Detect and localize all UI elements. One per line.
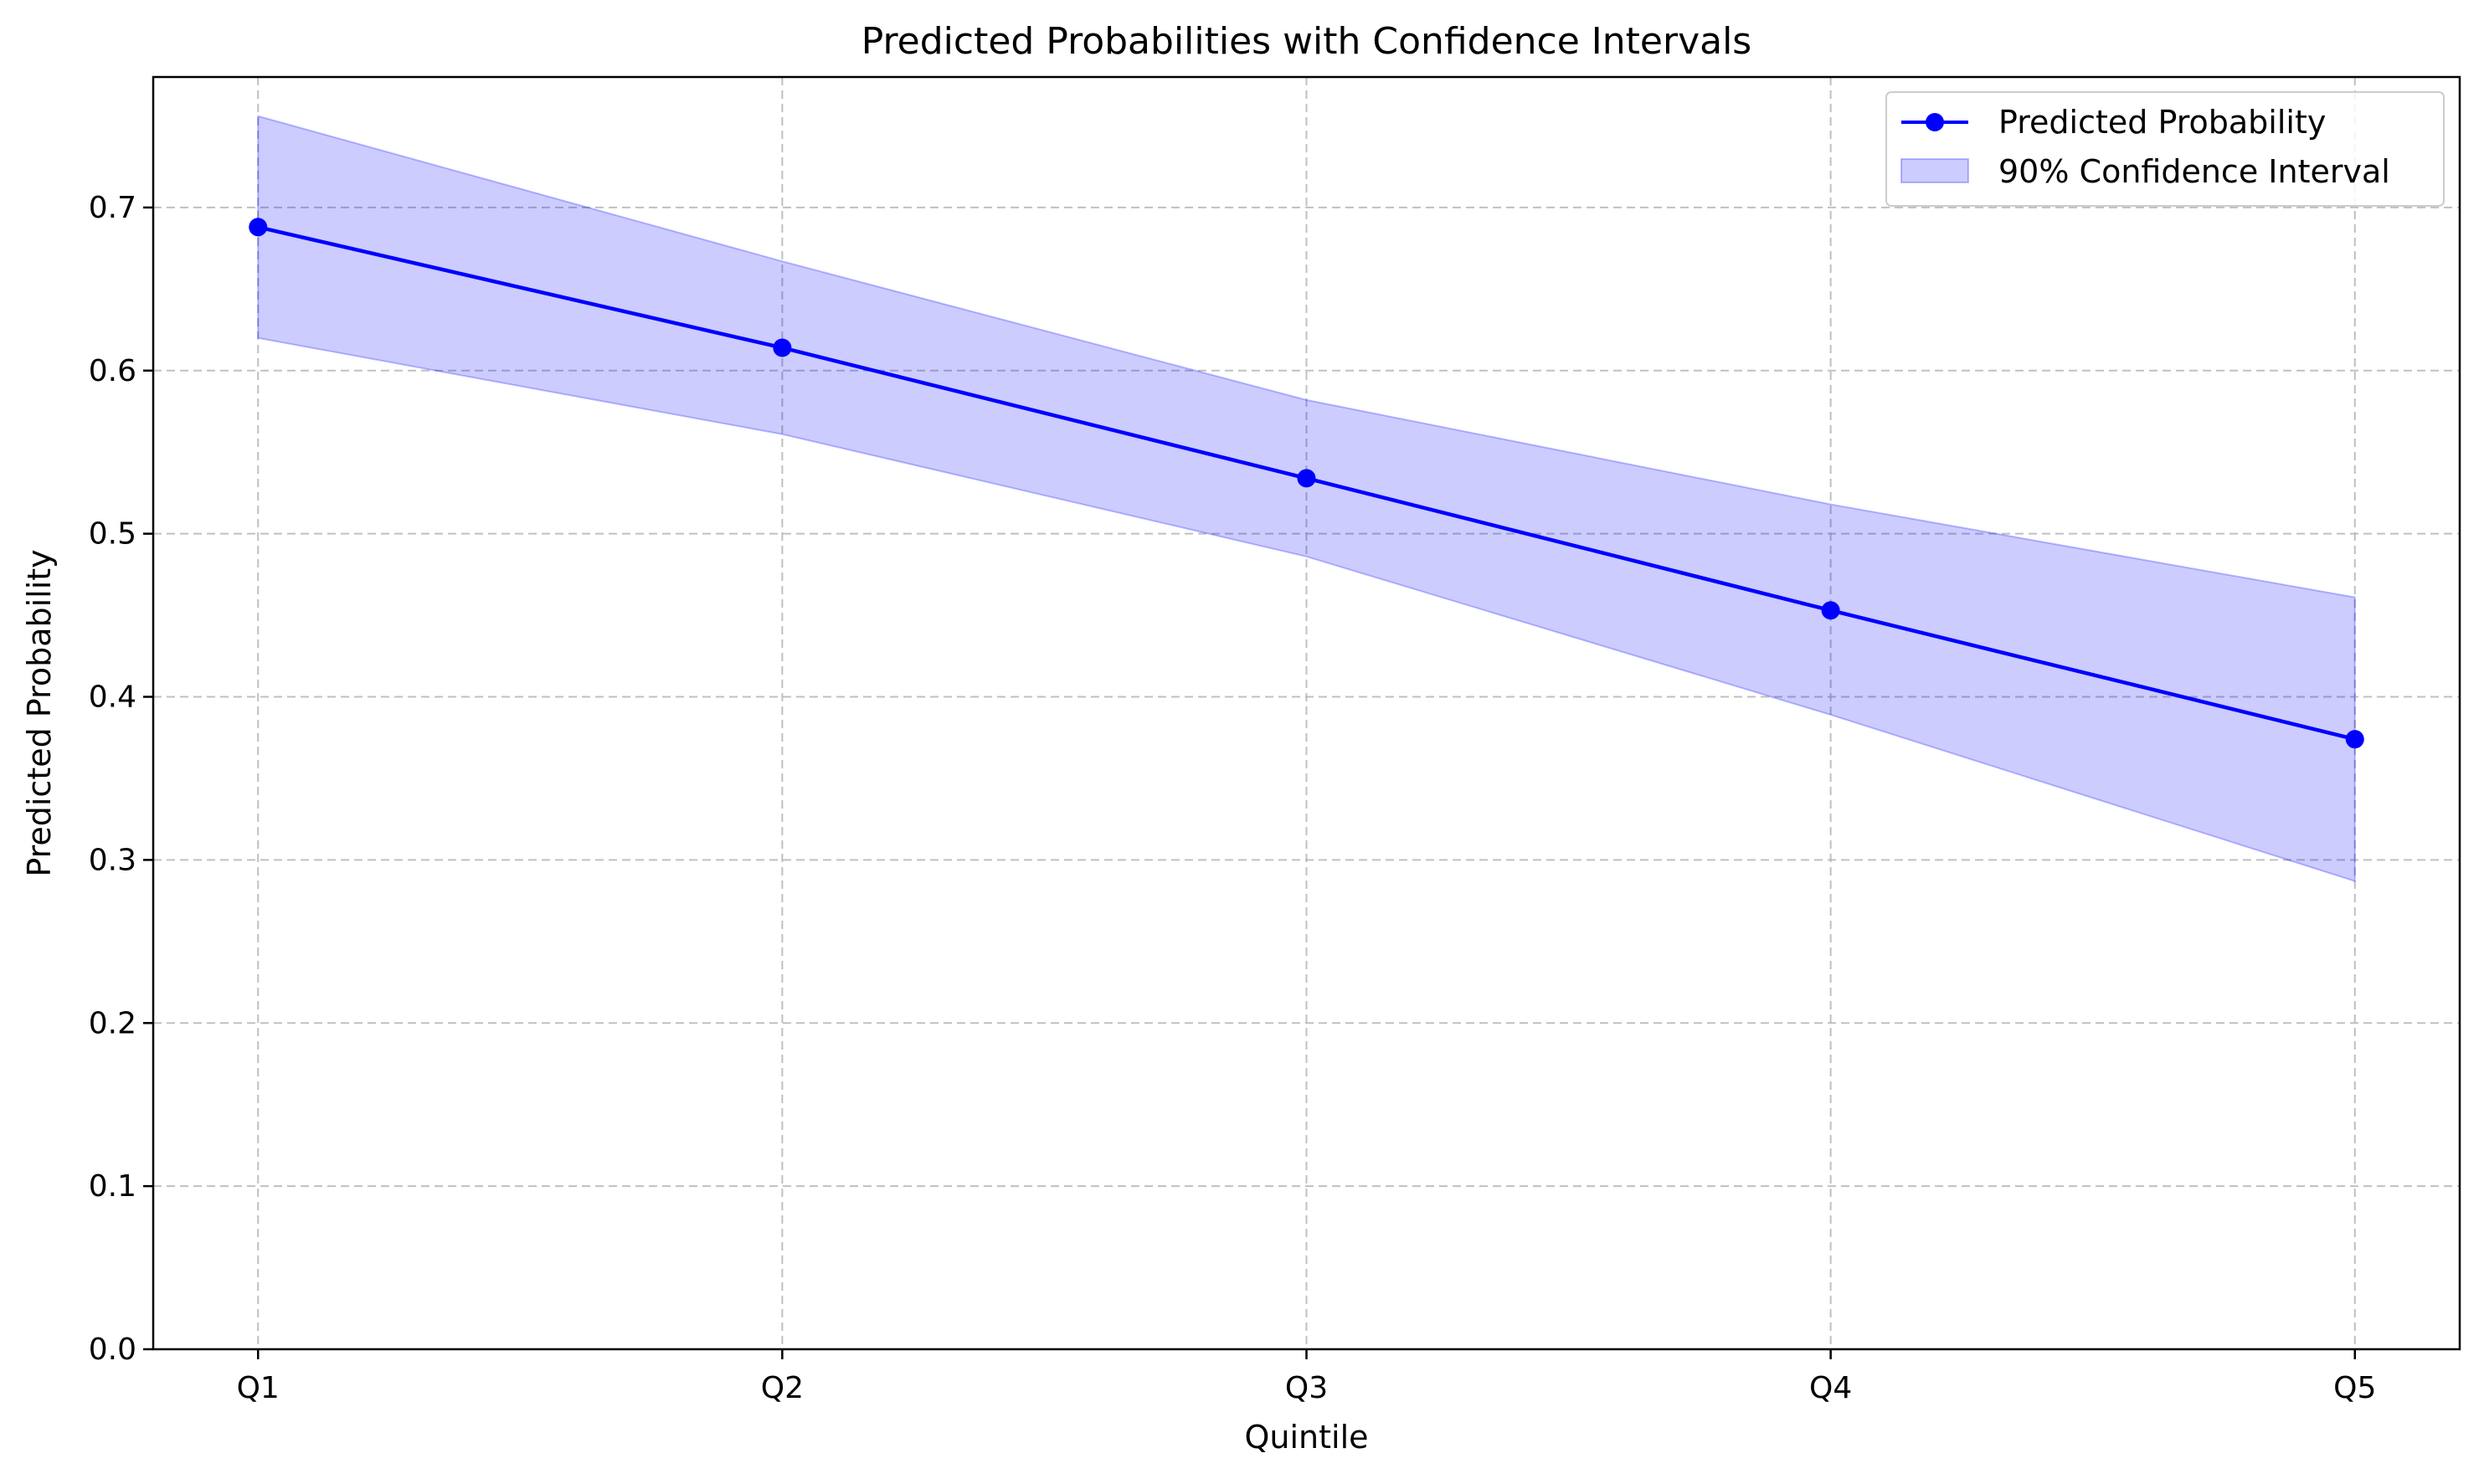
legend-marker-swatch: [1926, 113, 1944, 131]
y-axis-label: Predicted Probability: [21, 549, 58, 876]
y-tick-label: 0.6: [89, 354, 136, 388]
y-tick-label: 0.2: [89, 1006, 136, 1040]
chart-title: Predicted Probabilities with Confidence …: [861, 20, 1751, 63]
tick-layer: 0.0 0.1 0.2 0.3 0.4 0.5 0.6 0.7 Q1 Q2 Q3 Q4 Q5: [89, 191, 2377, 1405]
data-point: [249, 218, 268, 237]
legend-label-confidence: 90% Confidence Interval: [1998, 153, 2390, 190]
data-point: [1297, 469, 1316, 488]
x-tick-label: Q1: [237, 1371, 280, 1405]
data-point: [1821, 601, 1840, 620]
legend-band-swatch: [1900, 158, 1969, 183]
y-tick-label: 0.1: [89, 1169, 136, 1204]
x-tick-label: Q5: [2333, 1371, 2376, 1405]
data-point: [773, 338, 792, 357]
data-point: [2345, 730, 2364, 749]
y-tick-label: 0.3: [89, 843, 136, 877]
x-tick-label: Q2: [761, 1371, 804, 1405]
y-tick-label: 0.4: [89, 680, 136, 715]
y-tick-label: 0.5: [89, 517, 136, 552]
series-marker-layer: [249, 218, 2364, 749]
y-tick-label: 0.0: [89, 1333, 136, 1367]
legend-label-predicted: Predicted Probability: [1998, 104, 2326, 141]
legend-box: [1885, 91, 2445, 207]
y-tick-label: 0.7: [89, 191, 136, 225]
legend: Predicted Probability 90% Confidence Int…: [1885, 91, 2445, 207]
x-tick-label: Q4: [1809, 1371, 1852, 1405]
confidence-band: [257, 115, 2356, 883]
x-tick-label: Q3: [1285, 1371, 1328, 1405]
confidence-band-layer: [257, 115, 2356, 883]
x-axis-label: Quintile: [1244, 1419, 1368, 1456]
